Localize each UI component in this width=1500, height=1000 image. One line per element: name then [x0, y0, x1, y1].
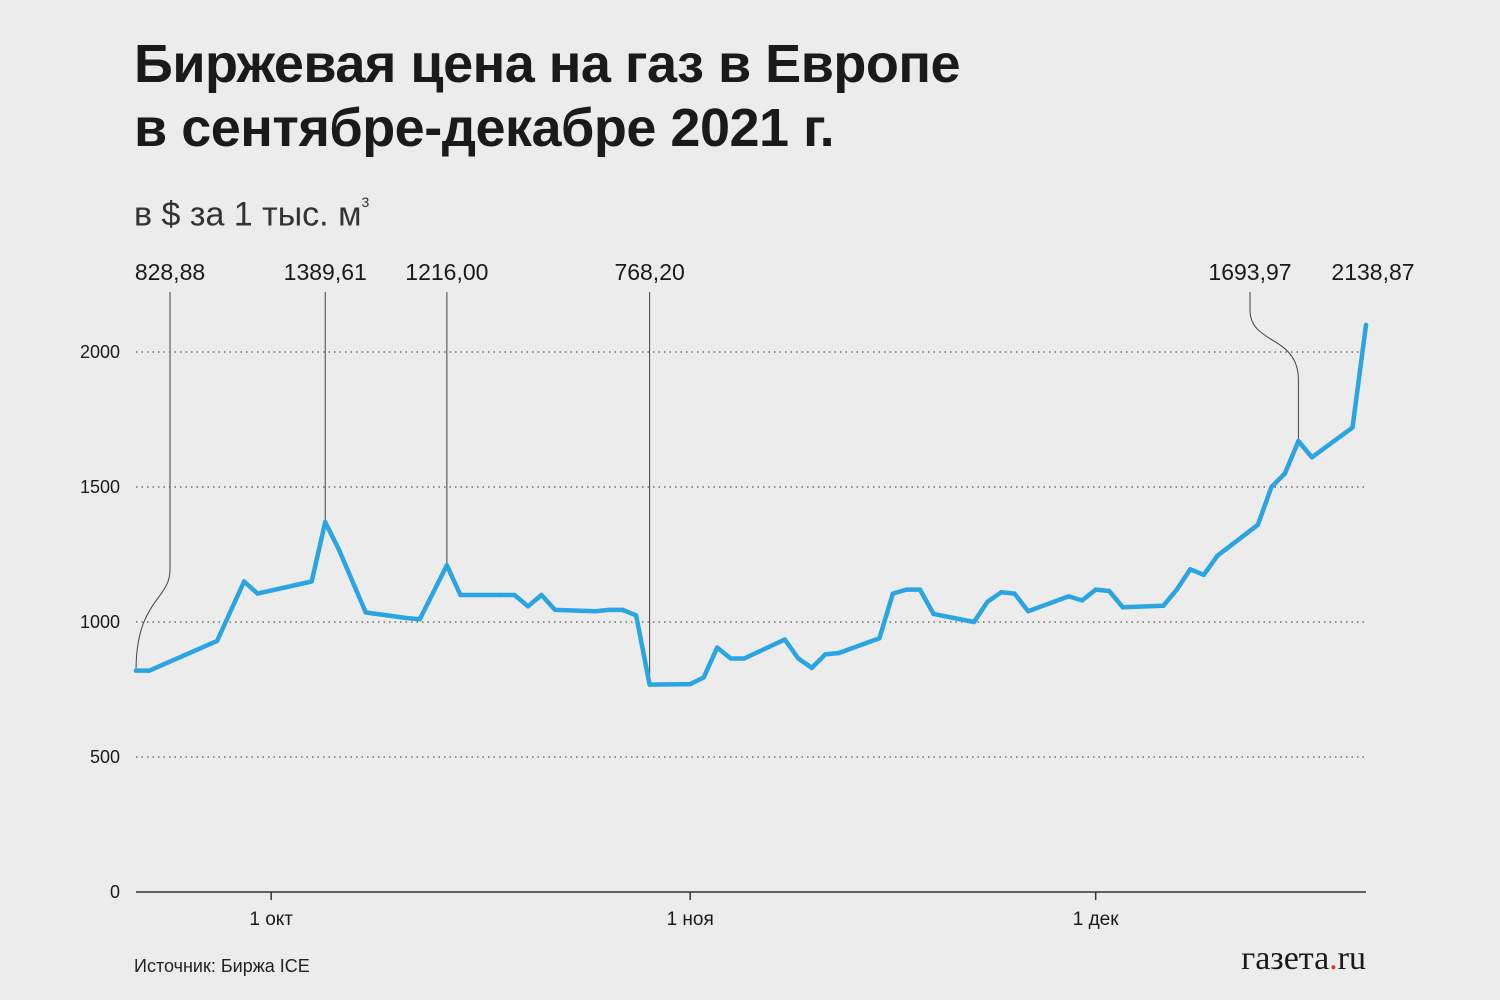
- data-point-2021-11-25: [1012, 591, 1017, 596]
- source-note: Источник: Биржа ICE: [134, 956, 310, 976]
- x-tick-label-2021-12-01: 1 дек: [1073, 909, 1119, 930]
- data-point-2021-12-15: [1282, 471, 1288, 476]
- logo-tld: ru: [1337, 940, 1366, 977]
- data-point-2021-10-21: [539, 592, 544, 598]
- data-point-2021-10-27: [620, 607, 625, 613]
- y-tick-label-1000: 1000: [80, 612, 120, 632]
- data-point-2021-09-21: [133, 668, 139, 673]
- data-point-2021-12-14: [1269, 484, 1274, 490]
- data-point-2021-12-06: [1161, 603, 1166, 608]
- data-point-2021-10-20: [525, 604, 531, 609]
- y-tick-label-1500: 1500: [80, 477, 120, 497]
- data-point-2021-11-18: [917, 587, 923, 592]
- data-point-2021-10-15: [458, 592, 463, 598]
- data-point-2021-10-12: [417, 617, 422, 622]
- data-point-2021-09-29: [241, 579, 247, 584]
- data-point-2021-12-09: [1201, 572, 1207, 577]
- data-point-2021-10-22: [552, 607, 558, 613]
- data-point-2021-09-30: [255, 591, 260, 596]
- data-point-2021-11-02: [701, 675, 706, 680]
- data-point-2021-11-17: [904, 587, 909, 592]
- data-point-2021-10-05: [323, 519, 328, 525]
- data-point-2021-12-16: [1296, 438, 1301, 444]
- data-point-2021-10-08: [363, 610, 368, 615]
- data-point-2021-12-10: [1215, 553, 1220, 558]
- logo-dot: .: [1329, 940, 1338, 977]
- data-point-2021-09-22: [147, 668, 152, 673]
- data-point-2021-12-01: [1093, 587, 1098, 592]
- annotation-leader-5: [1249, 292, 1299, 442]
- data-point-2021-10-19: [512, 592, 517, 598]
- annotation-label-2: 1389,61: [284, 259, 367, 285]
- annotation-label-4: 768,20: [614, 259, 684, 285]
- data-point-2021-11-23: [985, 599, 990, 604]
- data-point-2021-12-07: [1174, 587, 1180, 592]
- data-point-2021-12-03: [1120, 605, 1125, 610]
- data-point-2021-11-05: [742, 656, 747, 661]
- data-point-2021-12-02: [1107, 588, 1112, 594]
- data-point-2021-11-12: [836, 650, 842, 656]
- brand-logo: газета.ru: [1241, 940, 1366, 978]
- data-point-2021-12-08: [1188, 567, 1193, 572]
- data-point-2021-11-08: [782, 637, 787, 642]
- subtitle-text: в $ за 1 тыс. м: [134, 195, 362, 234]
- data-point-2021-12-13: [1255, 522, 1261, 527]
- chart-title-line-1: Биржевая цена на газ в Европе: [134, 34, 961, 94]
- data-point-2021-11-22: [971, 619, 977, 625]
- data-point-2021-11-19: [931, 611, 936, 617]
- data-point-2021-09-27: [214, 638, 220, 644]
- data-point-2021-11-03: [715, 645, 720, 650]
- data-point-2021-11-04: [728, 656, 733, 661]
- data-point-2021-10-14: [444, 563, 450, 568]
- data-point-2021-12-21: [1363, 322, 1369, 328]
- y-tick-label-500: 500: [90, 747, 120, 767]
- annotation-label-6: 2138,87: [1331, 259, 1414, 285]
- data-point-2021-10-11: [404, 615, 409, 621]
- chart-subtitle: в $ за 1 тыс. м3: [134, 188, 369, 234]
- y-tick-label-2000: 2000: [80, 342, 120, 362]
- subtitle-superscript: 3: [361, 194, 370, 210]
- data-point-2021-11-30: [1080, 598, 1085, 603]
- data-point-2021-11-24: [998, 590, 1004, 595]
- data-point-2021-10-29: [647, 682, 652, 687]
- series-line: [133, 322, 1369, 687]
- data-point-2021-11-09: [796, 656, 801, 661]
- data-point-2021-11-15: [877, 636, 882, 641]
- data-point-2021-10-18: [498, 592, 504, 598]
- data-point-2021-11-01: [688, 681, 693, 687]
- data-point-2021-11-16: [890, 591, 896, 596]
- data-point-2021-10-06: [336, 546, 341, 552]
- chart-title: Биржевая цена на газ в Европе в сентябре…: [134, 32, 961, 160]
- annotation-label-1: 828,88: [135, 259, 205, 285]
- data-point-2021-11-29: [1066, 594, 1071, 599]
- y-tick-label-0: 0: [110, 882, 120, 902]
- logo-main: газета: [1241, 940, 1330, 977]
- annotation-label-5: 1693,97: [1208, 259, 1291, 285]
- data-point-2021-10-04: [309, 579, 314, 584]
- data-point-2021-10-26: [606, 607, 612, 613]
- data-point-2021-10-28: [633, 613, 639, 618]
- x-tick-label-2021-10-01: 1 окт: [249, 909, 293, 930]
- data-point-2021-11-26: [1025, 609, 1031, 614]
- data-point-2021-11-11: [823, 652, 828, 657]
- annotation-leader-1: [135, 292, 171, 671]
- data-point-2021-10-25: [593, 609, 598, 614]
- annotation-label-3: 1216,00: [405, 259, 488, 285]
- chart-title-line-2: в сентябре-декабре 2021 г.: [134, 98, 835, 158]
- data-point-2021-12-20: [1350, 425, 1355, 430]
- data-point-2021-12-17: [1309, 455, 1315, 460]
- data-point-2021-11-10: [809, 665, 814, 671]
- x-tick-label-2021-11-01: 1 ноя: [667, 909, 714, 930]
